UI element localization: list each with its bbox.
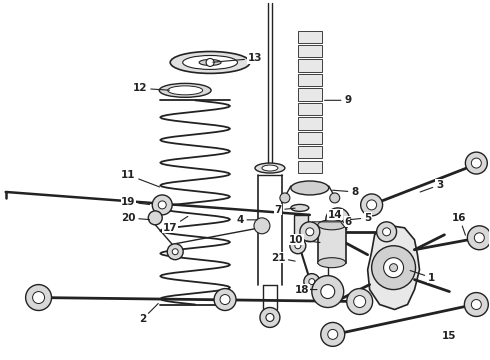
Ellipse shape <box>183 55 238 69</box>
FancyBboxPatch shape <box>298 31 322 43</box>
Circle shape <box>330 193 340 203</box>
FancyBboxPatch shape <box>294 215 308 235</box>
Ellipse shape <box>199 59 221 66</box>
Text: 9: 9 <box>324 95 351 105</box>
Text: 3: 3 <box>420 180 443 192</box>
Circle shape <box>321 323 345 346</box>
Circle shape <box>354 296 366 307</box>
Text: 5: 5 <box>350 213 371 223</box>
Text: 1: 1 <box>410 270 435 283</box>
Text: 2: 2 <box>139 303 158 324</box>
Text: 8: 8 <box>333 187 358 197</box>
Text: 4: 4 <box>236 215 257 225</box>
FancyBboxPatch shape <box>298 117 322 130</box>
Circle shape <box>290 238 306 254</box>
FancyBboxPatch shape <box>298 146 322 158</box>
Circle shape <box>465 293 489 316</box>
Circle shape <box>167 244 183 260</box>
Text: 12: 12 <box>133 84 170 93</box>
Circle shape <box>367 200 377 210</box>
Circle shape <box>304 274 320 289</box>
Circle shape <box>361 194 383 216</box>
Text: 17: 17 <box>163 216 188 233</box>
Circle shape <box>326 208 350 232</box>
Ellipse shape <box>159 84 211 97</box>
FancyBboxPatch shape <box>298 161 322 173</box>
Circle shape <box>295 243 301 249</box>
FancyBboxPatch shape <box>298 132 322 144</box>
Text: 11: 11 <box>121 170 160 187</box>
FancyBboxPatch shape <box>298 59 322 72</box>
Circle shape <box>148 211 162 225</box>
Ellipse shape <box>262 165 278 171</box>
Circle shape <box>220 294 230 305</box>
Text: 16: 16 <box>452 213 466 235</box>
Text: 21: 21 <box>270 253 295 263</box>
Circle shape <box>25 285 51 310</box>
Circle shape <box>321 285 335 298</box>
Circle shape <box>306 228 314 236</box>
Text: 15: 15 <box>442 332 457 341</box>
Text: 18: 18 <box>294 284 317 294</box>
FancyBboxPatch shape <box>298 103 322 115</box>
Circle shape <box>347 289 372 315</box>
Circle shape <box>390 264 397 272</box>
Circle shape <box>260 307 280 328</box>
Circle shape <box>312 276 343 307</box>
Circle shape <box>471 158 481 168</box>
Circle shape <box>466 152 488 174</box>
Circle shape <box>333 215 343 225</box>
Ellipse shape <box>318 258 346 268</box>
Circle shape <box>383 228 391 236</box>
Circle shape <box>214 289 236 310</box>
FancyBboxPatch shape <box>318 225 346 263</box>
Circle shape <box>377 222 396 242</box>
Circle shape <box>172 249 178 255</box>
Circle shape <box>384 258 404 278</box>
Text: 6: 6 <box>313 217 351 227</box>
Circle shape <box>280 193 290 203</box>
FancyBboxPatch shape <box>298 74 322 86</box>
Text: 13: 13 <box>213 54 262 63</box>
Circle shape <box>206 58 214 67</box>
FancyBboxPatch shape <box>298 88 322 101</box>
Ellipse shape <box>255 163 285 173</box>
Text: 20: 20 <box>121 213 149 223</box>
Circle shape <box>158 201 166 209</box>
Circle shape <box>300 222 320 242</box>
Circle shape <box>254 218 270 234</box>
Ellipse shape <box>291 181 329 195</box>
Circle shape <box>474 233 484 243</box>
Text: 10: 10 <box>289 235 320 245</box>
Circle shape <box>328 329 338 339</box>
Circle shape <box>467 226 490 250</box>
Circle shape <box>33 292 45 303</box>
Ellipse shape <box>170 51 250 73</box>
Ellipse shape <box>291 204 309 211</box>
Text: 19: 19 <box>121 197 149 207</box>
Polygon shape <box>368 225 419 310</box>
Ellipse shape <box>168 86 203 95</box>
Text: 14: 14 <box>327 210 347 230</box>
FancyBboxPatch shape <box>298 45 322 57</box>
Circle shape <box>471 300 481 310</box>
Circle shape <box>266 314 274 321</box>
Circle shape <box>152 195 172 215</box>
Circle shape <box>309 279 315 285</box>
Circle shape <box>371 246 416 289</box>
Text: 7: 7 <box>274 205 295 215</box>
Ellipse shape <box>318 220 346 230</box>
